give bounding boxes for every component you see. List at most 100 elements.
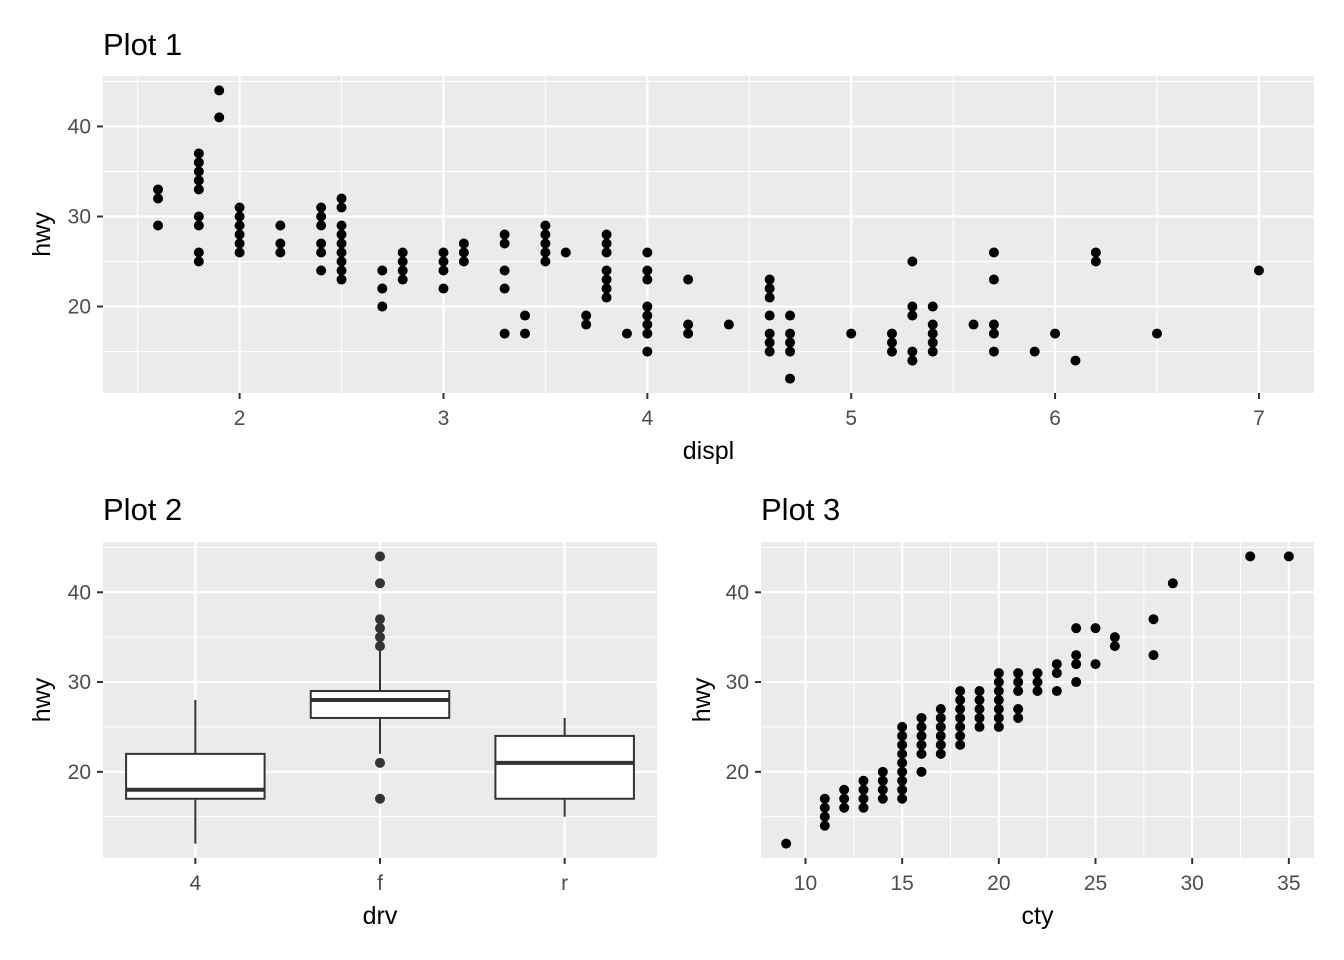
- plot-3-point: [935, 721, 946, 732]
- plot-3-point: [819, 820, 830, 831]
- plot-3-point: [974, 695, 985, 705]
- plot-1-x-axis-title: displ: [683, 437, 734, 465]
- plot-3-point: [935, 712, 946, 723]
- plot-3-y-tick-label: 20: [726, 761, 749, 784]
- plot-1-point: [601, 238, 612, 249]
- plot-1-point: [458, 247, 469, 258]
- plot-3-point: [877, 793, 888, 804]
- plot-1-y-tick-label: 20: [68, 296, 91, 319]
- plot-1-point: [988, 328, 999, 339]
- plot-1-point: [499, 328, 510, 339]
- plot-1-points: [153, 85, 1264, 384]
- plot-2-x-tick-label: r: [561, 872, 568, 895]
- plot-1-point: [540, 238, 551, 249]
- plot-1-point: [397, 256, 408, 267]
- plot-1-point: [927, 346, 938, 357]
- plot-3-point: [897, 766, 908, 777]
- plot-1-point: [193, 256, 204, 267]
- plot-1-point: [601, 283, 612, 294]
- outlier-point: [375, 632, 385, 643]
- plot-1-point: [988, 346, 999, 357]
- plot-2-box-f: [309, 551, 451, 804]
- plot-1-point: [764, 337, 775, 348]
- plot-1-point: [336, 265, 347, 276]
- plot-1-point: [316, 238, 327, 249]
- plot-3-point: [1245, 551, 1256, 562]
- plot-3-point: [955, 739, 966, 750]
- plot-1-point: [886, 328, 897, 339]
- plot-3-axes: 20 30 40 10 15 20 25 30 35: [726, 581, 1301, 895]
- plot-1-y-tick-label: 30: [68, 205, 91, 228]
- plot-3-title: Plot 3: [761, 492, 840, 527]
- plot-1-point: [764, 346, 775, 357]
- plot-1-point: [886, 346, 897, 357]
- plot-3-point: [877, 784, 888, 795]
- plot-1-point: [1253, 265, 1264, 276]
- plot-1-point: [377, 283, 388, 294]
- plot-1: Plot 1 20 30 40 2 3 4 5 6 7 displ hwy: [28, 27, 1314, 465]
- plot-1-point: [316, 211, 327, 222]
- plot-1-x-tick-label: 7: [1253, 407, 1265, 430]
- plot-1-point: [764, 274, 775, 285]
- plot-3-point: [1283, 551, 1294, 562]
- plot-1-point: [377, 301, 388, 312]
- plot-1-point: [499, 265, 510, 276]
- plot-3-point: [858, 802, 869, 813]
- plot-3-point: [839, 784, 850, 795]
- plot-3-point: [916, 721, 927, 732]
- plot-3-x-tick-label: 15: [890, 872, 913, 895]
- plot-3-point: [897, 739, 908, 750]
- plot-1-x-tick-label: 4: [641, 407, 653, 430]
- plot-3-point: [897, 730, 908, 741]
- plot-1-point: [642, 319, 653, 330]
- plot-3-y-tick-label: 30: [726, 671, 749, 694]
- plot-1-y-axis-title: hwy: [28, 212, 56, 257]
- plot-1-point: [846, 328, 857, 339]
- plot-3-point: [974, 712, 985, 723]
- plot-1-point: [927, 301, 938, 312]
- plot-1-point: [458, 256, 469, 267]
- plot-1-point: [336, 274, 347, 285]
- plot-3-point: [819, 811, 830, 822]
- plot-3-point: [935, 748, 946, 759]
- plot-3-point: [877, 766, 888, 777]
- outlier-point: [375, 793, 385, 804]
- plot-3-point: [955, 712, 966, 723]
- plot-2-title: Plot 2: [103, 492, 182, 527]
- plot-1-point: [193, 166, 204, 177]
- plot-3-point: [1167, 578, 1178, 589]
- plot-3-x-tick-label: 25: [1084, 872, 1107, 895]
- plot-3-point: [935, 739, 946, 750]
- plot-1-point: [683, 328, 694, 339]
- plot-1-point: [601, 274, 612, 285]
- plot-1-point: [1090, 256, 1101, 267]
- plot-2-axes: 20 30 40 4 f r: [68, 581, 569, 895]
- plot-1-x-tick-label: 3: [438, 407, 450, 430]
- plot-1-point: [234, 229, 245, 240]
- plot-1-point: [927, 337, 938, 348]
- plot-1-point: [785, 346, 796, 357]
- plot-3-point: [916, 739, 927, 750]
- plot-3-point: [916, 766, 927, 777]
- plot-3-y-tick-label: 40: [726, 581, 749, 604]
- plot-1-point: [336, 220, 347, 231]
- plot-1-point: [520, 310, 531, 321]
- plot-1-point: [193, 148, 204, 159]
- plot-1-point: [764, 283, 775, 294]
- plot-1-point: [540, 229, 551, 240]
- plot-1-point: [1050, 328, 1061, 339]
- plot-3-point: [935, 730, 946, 741]
- plot-3: Plot 3 20 30 40 10 15 20 25 30 35 cty hwy: [688, 492, 1314, 930]
- plot-1-point: [907, 256, 918, 267]
- plot-1-point: [907, 346, 918, 357]
- plot-1-point: [316, 247, 327, 258]
- plot-3-point: [839, 793, 850, 804]
- plot-1-point: [234, 247, 245, 258]
- plot-1-point: [785, 337, 796, 348]
- plot-3-point: [858, 784, 869, 795]
- plot-1-point: [438, 265, 449, 276]
- plot-1-point: [397, 274, 408, 285]
- plot-3-point: [858, 775, 869, 786]
- plot-3-point: [1071, 677, 1082, 688]
- plot-1-point: [336, 202, 347, 213]
